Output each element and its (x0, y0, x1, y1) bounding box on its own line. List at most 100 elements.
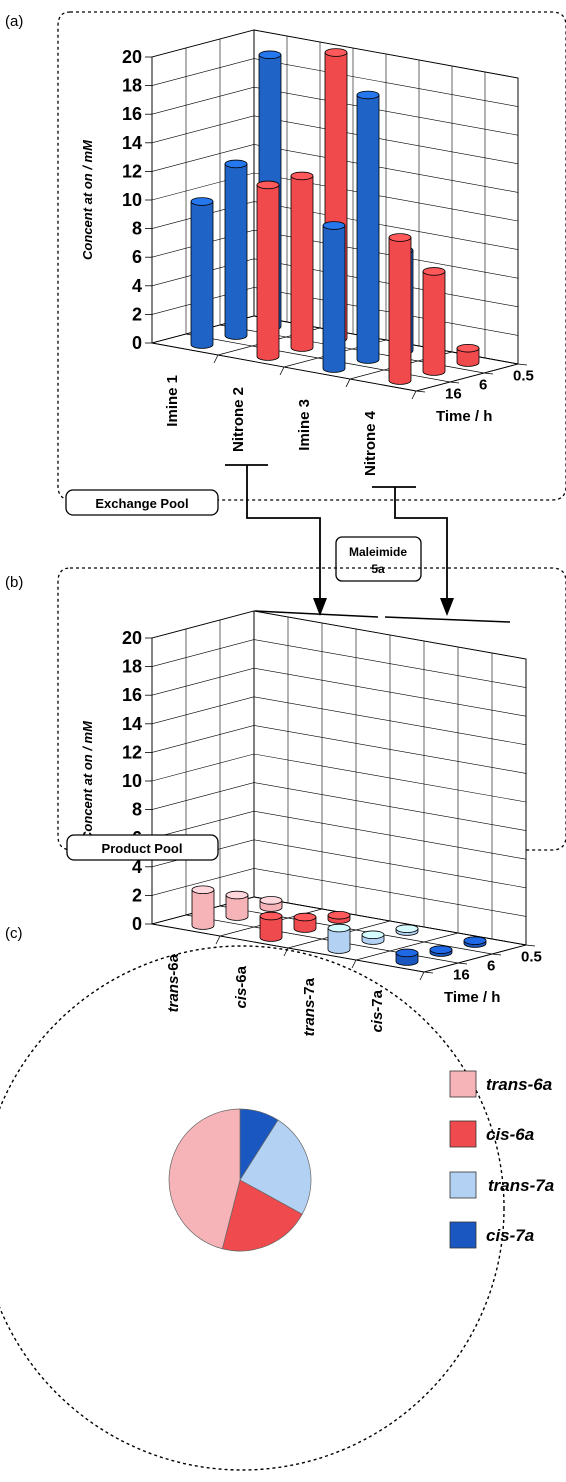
chart-b-bar-top (395, 924, 419, 933)
chart-b-bar-top (327, 910, 351, 920)
exchange-pool-box (65, 489, 219, 516)
chart-b-ytick: 12 (122, 742, 142, 762)
chart-a-xtick-mark (213, 354, 219, 364)
chart-a-ytick: 6 (132, 247, 142, 267)
chart-b: 0 2 4 6 8 10 12 14 16 18 20 trans-6a cis-6a trans-7a c… (80, 610, 542, 1036)
panel-label-a: (a) (5, 13, 23, 30)
chart-a-bar-body (190, 201, 214, 349)
chart-b-time-tick: 6 (487, 958, 495, 975)
chart-a-ztick-mark (483, 372, 494, 375)
chart-b-xtick: trans-7a (301, 977, 318, 1036)
reaction-arrows (225, 464, 448, 600)
chart-a-xtick: Nitrone 4 (362, 410, 379, 476)
chart-a-xtick-mark (345, 378, 351, 388)
chart-b-ytick: 20 (122, 628, 142, 648)
chart-a-xtick-mark (411, 390, 417, 400)
chart-b-depth-label: Time / h (444, 989, 500, 1006)
chart-a-bar-body (356, 94, 380, 364)
product-pool-border (57, 567, 566, 851)
chart-a-ztick-mark (449, 381, 460, 384)
chart-b-bar-top (191, 885, 215, 895)
maleimide-box (335, 536, 422, 582)
panel-label-c: (c) (5, 925, 23, 942)
chart-b-ztick-mark (457, 962, 468, 965)
chart-a-ytick: 8 (132, 219, 142, 239)
chart-a-ztick-mark (517, 363, 528, 366)
chart-a-ytick: 20 (122, 47, 142, 67)
legend-swatch-cis-7a (449, 1221, 477, 1249)
product-bracket-left (254, 610, 379, 618)
chart-a-time-tick: 6 (479, 377, 487, 394)
arrowhead-right (440, 598, 454, 616)
chart-b-bar-body (293, 916, 317, 933)
chart-b-ytick: 2 (132, 885, 142, 905)
pie-slice-cis-6a (221, 1179, 303, 1252)
chart-a-ylabel: Concent at on / mM (80, 139, 95, 260)
chart-a-bar-top (388, 233, 412, 242)
chart-b-bar-body (327, 927, 351, 954)
chart-b-xtick: cis-6a (233, 965, 250, 1008)
legend-label-trans-7a: trans-7a (488, 1176, 554, 1195)
legend-label-cis-6a: cis-6a (486, 1125, 534, 1144)
chart-a-bar-top (290, 171, 314, 181)
chart-b-floor-grid (355, 932, 459, 961)
chart-b-floor-grid (423, 944, 527, 973)
chart-a-ytick: 14 (122, 133, 142, 153)
chart-a-bar-body (290, 175, 314, 352)
chart-a-bar-body (456, 347, 480, 367)
chart-b-ztick-mark (491, 953, 502, 956)
chart-a-bar-top (256, 180, 280, 190)
chart-b-bar-top (429, 945, 453, 954)
chart-a-bar-top (190, 197, 214, 206)
chart-a-bar-top (322, 221, 346, 230)
chart-b-time-tick: 16 (453, 967, 470, 984)
legend-swatch-trans-7a (449, 1171, 477, 1199)
chart-b-bar-top (395, 948, 419, 958)
arrowhead-left (313, 598, 327, 616)
chart-a-ytick: 2 (132, 304, 142, 324)
chart-b-bar-top (259, 911, 283, 921)
exchange-pool-label: Exchange Pool (95, 496, 188, 511)
chart-b-bar-top (259, 896, 283, 905)
chart-a: 0 2 4 6 8 10 12 14 16 18 20 Imine 1 Nitrone 2 Imine 3… (80, 29, 534, 476)
chart-a-floor-grid (415, 363, 519, 392)
chart-b-bar-top (327, 923, 351, 933)
chart-b-ytick: 14 (122, 714, 142, 734)
legend-swatch-cis-6a (449, 1120, 477, 1148)
panel-label-b: (b) (5, 574, 23, 591)
chart-a-bar-top (356, 90, 380, 100)
chart-b-bar-body (259, 915, 283, 942)
chart-b-xtick: cis-7a (369, 989, 386, 1032)
chart-a-bar-top (456, 343, 480, 353)
chart-b-ztick-mark (423, 971, 434, 974)
pie-slice-trans-6a (168, 1108, 241, 1250)
chart-a-bar-top (224, 159, 248, 169)
chart-a-bar-body (224, 163, 248, 340)
chart-a-depth-label: Time / h (436, 408, 492, 425)
legend-label-trans-6a: trans-6a (486, 1075, 552, 1094)
chart-b-time-tick: 0.5 (521, 949, 542, 966)
chart-b-ytick: 10 (122, 771, 142, 791)
product-pool-label: Product Pool (102, 841, 183, 856)
maleimide-number: 5a (371, 562, 385, 576)
chart-a-ytick: 0 (132, 333, 142, 353)
chart-a-bar-top (422, 267, 446, 276)
chart-b-xtick-mark (419, 971, 425, 981)
chart-a-xtick-mark (279, 366, 285, 376)
chart-a-bar-body (388, 237, 412, 385)
chart-a-bar-body (422, 271, 446, 376)
chart-a-xtick: Imine 1 (164, 375, 181, 427)
chart-a-time-tick: 16 (445, 386, 462, 403)
chart-b-ylabel: Concent at on / mM (80, 720, 95, 841)
pie-outer-border (0, 945, 505, 1471)
chart-a-ytick: 10 (122, 190, 142, 210)
chart-a-xtick: Nitrone 2 (230, 387, 247, 452)
chart-c: trans-6a cis-6a trans-7a cis-7a (168, 1070, 554, 1252)
chart-b-ytick: 18 (122, 657, 142, 677)
chart-a-xtick: Imine 3 (296, 399, 313, 451)
chart-b-ytick: 4 (132, 857, 142, 877)
chart-b-bar-body (225, 894, 249, 921)
legend-swatch-trans-6a (449, 1070, 477, 1098)
product-bracket-right (384, 616, 511, 623)
chart-b-bar-body (191, 889, 215, 930)
